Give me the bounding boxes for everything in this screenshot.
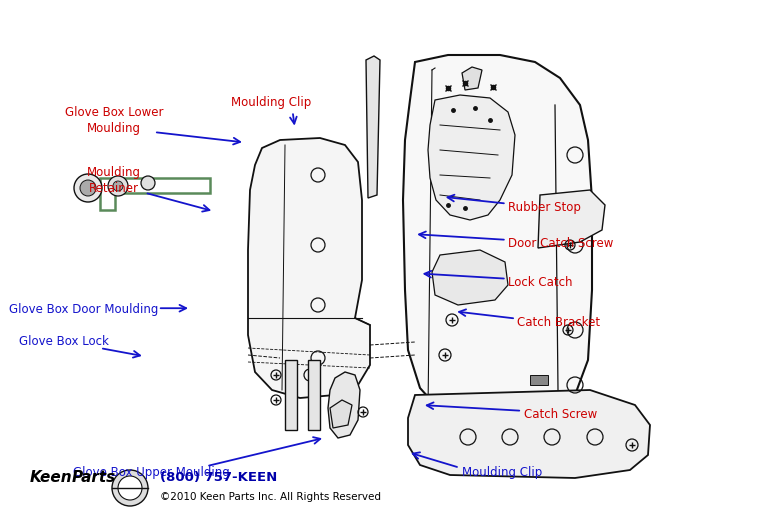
Text: Glove Box Lower
Moulding: Glove Box Lower Moulding — [65, 106, 163, 135]
Circle shape — [141, 176, 155, 190]
Circle shape — [80, 180, 96, 196]
Polygon shape — [538, 190, 605, 248]
Circle shape — [108, 176, 128, 196]
Text: Lock Catch: Lock Catch — [508, 276, 573, 289]
Text: Door Catch Screw: Door Catch Screw — [508, 237, 614, 250]
Bar — [530, 375, 548, 385]
Circle shape — [112, 470, 148, 506]
Text: Parts: Parts — [72, 469, 116, 484]
Text: Glove Box Door Moulding: Glove Box Door Moulding — [9, 303, 159, 316]
Circle shape — [74, 174, 102, 202]
Polygon shape — [285, 360, 297, 430]
Circle shape — [118, 476, 142, 500]
Text: (800) 757-KEEN: (800) 757-KEEN — [160, 471, 277, 484]
Polygon shape — [408, 390, 650, 478]
Polygon shape — [366, 56, 380, 198]
Circle shape — [113, 181, 123, 191]
Polygon shape — [428, 95, 515, 220]
Text: Keen: Keen — [30, 469, 72, 484]
Polygon shape — [328, 372, 360, 438]
Text: Moulding
Retainer: Moulding Retainer — [87, 166, 141, 195]
Text: Moulding Clip: Moulding Clip — [231, 96, 311, 109]
Text: Glove Box Lock: Glove Box Lock — [19, 335, 109, 349]
Text: Glove Box Upper Moulding: Glove Box Upper Moulding — [73, 466, 230, 480]
Polygon shape — [462, 67, 482, 90]
Text: Moulding Clip: Moulding Clip — [462, 466, 542, 480]
Text: ©2010 Keen Parts Inc. All Rights Reserved: ©2010 Keen Parts Inc. All Rights Reserve… — [160, 492, 381, 502]
Polygon shape — [248, 138, 370, 398]
Text: Rubber Stop: Rubber Stop — [508, 200, 581, 214]
Polygon shape — [308, 360, 320, 430]
Polygon shape — [403, 55, 592, 425]
Polygon shape — [432, 250, 508, 305]
Text: Catch Screw: Catch Screw — [524, 408, 597, 421]
Polygon shape — [330, 400, 352, 428]
Text: Catch Bracket: Catch Bracket — [517, 315, 601, 329]
